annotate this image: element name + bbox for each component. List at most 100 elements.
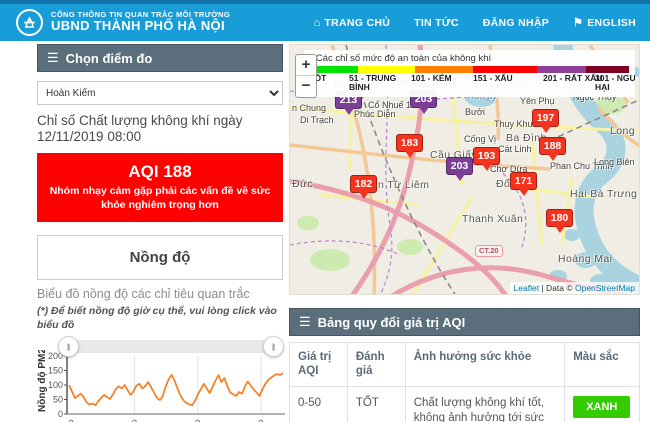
table-column-header: Ảnh hưởng sức khỏe [404,342,566,387]
map-place-label: Bưởi [465,107,485,117]
hanoi-logo-icon [16,9,43,36]
hamburger-icon: ☰ [47,50,59,65]
home-icon: ⌂ [313,16,321,29]
aqi-marker[interactable]: 171 [510,172,537,196]
map-place-label: Cống Vị [464,134,497,144]
table-cell: TỐT [346,385,406,422]
brand[interactable]: CỔNG THÔNG TIN QUAN TRẮC MÔI TRƯỜNG UBND… [16,9,230,36]
svg-text:2019-11-08 19:00: 2019-11-08 19:00 [138,418,203,422]
map-place-label: Thụy Khuê [494,119,538,129]
station-panel-header: ☰ Chọn điểm đo [37,44,283,72]
legend-label: 201 - RẤT XẤU [543,73,603,83]
legend-color-bar [310,66,629,73]
table-cell: 0-50 [289,385,348,422]
aqi-legend: - Các chỉ số mức độ an toàn của không kh… [304,50,635,97]
map-place-label: Chợ Dừa [490,164,528,174]
aqi-value: AQI 188 [128,161,192,181]
legend-segment [585,66,629,73]
map-place-label: n Từ Liêm [378,179,430,191]
aqi-marker[interactable]: 193 [473,147,500,171]
aqi-marker[interactable]: 182 [350,175,377,199]
nav-english[interactable]: ⚑ ENGLISH [573,16,636,30]
svg-text:2019-11-05 01:00: 2019-11-05 01:00 [37,418,76,422]
top-header: CỔNG THÔNG TIN QUAN TRẮC MÔI TRƯỜNG UBND… [0,4,650,41]
map-place-label: Cát Linh [498,144,532,154]
legend-label: 51 - TRUNG BÌNH [349,73,397,93]
aqi-marker[interactable]: 203 [446,157,473,181]
legend-segment [472,66,538,73]
svg-text:2019-11-10 16:00: 2019-11-10 16:00 [201,418,266,422]
map-place-label: Phan Chu Trinh [550,161,613,171]
chart-range-slider[interactable]: ❚ ❚ [58,336,284,358]
svg-text:150: 150 [48,366,63,376]
station-select[interactable]: Hoàn Kiếm [37,81,283,105]
svg-text:100: 100 [48,380,63,390]
zoom-in-button[interactable]: + [296,55,316,76]
table-row: 0-50 TỐT Chất lượng không khí tốt, không ả… [289,385,640,422]
range-handle-right[interactable]: ❚ [263,336,284,358]
table-cell-color: XANH [564,385,640,422]
aqi-marker[interactable]: 197 [532,109,559,133]
color-badge: XANH [573,395,631,419]
map-place-label: Long [610,125,635,137]
pm25-line-chart[interactable]: 0 50 100 150 200 2019-11-05 01:002019-11-06 … [37,350,287,422]
legend-label: 301 - NGUY HẠI [595,73,635,93]
top-navigation: ⌂ TRANG CHỦ TIN TỨC ĐĂNG NHẬP ⚑ ENGLISH [313,16,636,30]
aqi-marker[interactable]: 180 [546,209,573,233]
table-column-header: Màu sắc [564,342,640,387]
aqi-marker[interactable]: 183 [396,134,423,158]
map-place-label: Thanh Xuân [462,213,524,225]
site-title: UBND THÀNH PHỐ HÀ NỘI [51,18,225,34]
legend-label: 101 - KÉM [411,73,452,83]
map-zoom-control: + − [295,54,317,98]
nav-đăng-nhập[interactable]: ĐĂNG NHẬP [482,16,550,29]
map-place-label: Hai Bà Trưng [570,188,638,200]
attribution-separator: | Data © [539,283,575,293]
nav-trang-chủ[interactable]: ⌂ TRANG CHỦ [313,16,391,29]
legend-label: 151 - XẤU [473,73,513,83]
aqi-table-header: ☰ Bảng quy đổi giá trị AQI [289,308,640,336]
aqi-table-panel: ☰ Bảng quy đổi giá trị AQI Giá trị AQI Đá… [289,308,640,422]
svg-text:2019-11-06 22:00: 2019-11-06 22:00 [75,418,140,422]
nav-tin-tức[interactable]: TIN TỨC [414,16,459,29]
site-tagline: CỔNG THÔNG TIN QUAN TRẮC MÔI TRƯỜNG [51,9,231,19]
chart-note: (*) Để biết nồng độ giờ cụ thể, vui lòng… [37,305,277,331]
map-place-label: Cổ Nhuế 1 [368,100,412,110]
legend-segment [310,66,359,73]
legend-segment [358,66,416,73]
table-column-header: Giá trị AQI [289,342,348,387]
map-place-label: n Chung [292,103,327,113]
aqi-conversion-table: Giá trị AQI Đánh giá Ảnh hưởng sức khỏe Màu… [289,342,640,422]
aqi-description: Nhóm nhạy cảm gặp phải các vấn đề về sức… [49,184,271,212]
top-accent-strip [0,0,650,4]
leaflet-link[interactable]: Leaflet [513,283,540,293]
hamburger-icon: ☰ [299,314,311,329]
map-place-label: Ba Đình [506,132,547,144]
map-place-label: Yên Phụ [520,96,555,106]
concentration-button[interactable]: Nồng độ [37,235,283,281]
aqi-marker[interactable]: 188 [539,137,566,161]
map-place-label: Long Biên [594,157,635,167]
zoom-out-button[interactable]: − [301,77,311,94]
range-handle-left[interactable]: ❚ [58,336,79,358]
osm-link[interactable]: OpenStreetMap [574,283,635,293]
left-sidebar: ☰ Chọn điểm đo Hoàn Kiếm Chỉ số Chất lượ… [37,44,285,422]
map-place-label: Hoàng Mai [558,253,613,265]
aqi-map[interactable]: + − - Các chỉ số mức độ an toàn của khôn… [289,44,640,295]
chart-caption: Biểu đồ nồng độ các chỉ tiêu quan trắc [37,287,250,302]
aqi-table-title: Bảng quy đổi giá trị AQI [317,314,466,330]
road-shield: CT.20 [475,245,503,257]
aqi-status-box: AQI 188 Nhóm nhạy cảm gặp phải các vấn đ… [37,152,283,223]
flag-icon: ⚑ [573,17,584,29]
svg-text:50: 50 [53,395,63,405]
aqi-date-label: Chỉ số Chất lượng không khí ngày 12/11/2… [37,113,243,144]
map-attribution: Leaflet | Data © OpenStreetMap [509,282,639,294]
map-place-label: Đức [292,178,314,190]
svg-text:0: 0 [58,409,63,419]
station-panel-title: Chọn điểm đo [65,50,153,66]
map-place-label: Ngọc Thụy [573,92,617,102]
chart-y-axis-label: Nồng độ PM2.5 [37,350,48,412]
